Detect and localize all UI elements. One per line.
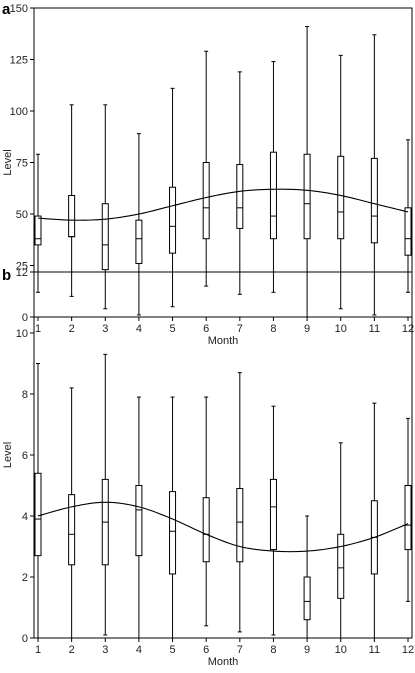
box-iqr: [135, 485, 143, 557]
box-iqr: [34, 472, 42, 557]
x-tick-label: 1: [35, 644, 41, 656]
y-tick-label: 2: [22, 572, 28, 584]
plot-frame: [33, 271, 413, 639]
y-axis-title: Level: [2, 149, 14, 175]
y-tick-label: 75: [16, 158, 28, 170]
x-tick-label: 8: [270, 644, 276, 656]
x-tick-label: 8: [270, 323, 276, 335]
x-tick-label: 9: [304, 644, 310, 656]
x-tick-label: 12: [402, 644, 414, 656]
x-tick-label: 7: [237, 644, 243, 656]
x-tick-label: 1: [35, 323, 41, 335]
x-axis-title: Month: [208, 335, 239, 347]
x-tick-label: 3: [102, 323, 108, 335]
x-tick-label: 11: [369, 323, 380, 335]
x-tick-label: 10: [335, 323, 347, 335]
y-tick-label: 6: [22, 450, 28, 462]
y-tick-label: 10: [16, 328, 28, 340]
box-iqr: [337, 155, 345, 240]
x-tick-label: 10: [335, 644, 347, 656]
plot-frame: [33, 7, 413, 318]
x-tick-label: 7: [237, 323, 243, 335]
x-tick-label: 5: [169, 323, 175, 335]
y-tick-label: 8: [22, 389, 28, 401]
x-tick-label: 5: [169, 644, 175, 656]
x-tick-label: 2: [69, 323, 75, 335]
box-iqr: [202, 162, 210, 240]
x-tick-label: 4: [136, 323, 142, 335]
y-tick-label: 125: [10, 55, 28, 67]
box-iqr: [370, 157, 378, 244]
y-tick-label: 50: [16, 209, 28, 221]
box-iqr: [135, 219, 143, 264]
box-iqr: [236, 488, 244, 563]
box-iqr: [101, 203, 109, 271]
box-iqr: [68, 494, 76, 566]
y-tick-label: 25: [16, 261, 28, 273]
y-axis-title: Level: [2, 442, 14, 468]
y-tick-label: 12: [16, 267, 28, 279]
y-tick-label: 0: [22, 312, 28, 324]
x-tick-label: 9: [304, 323, 310, 335]
box-iqr: [404, 485, 412, 551]
x-tick-label: 12: [402, 323, 414, 335]
y-tick-label: 4: [22, 511, 28, 523]
x-tick-label: 2: [69, 644, 75, 656]
y-tick-label: 0: [22, 633, 28, 645]
fit-curve: [37, 188, 409, 221]
box-iqr: [303, 576, 311, 621]
x-tick-label: 6: [203, 323, 209, 335]
box-iqr: [236, 164, 244, 229]
box-iqr: [303, 153, 311, 240]
x-tick-label: 3: [102, 644, 108, 656]
box-iqr: [68, 194, 76, 238]
x-tick-label: 4: [136, 644, 142, 656]
box-iqr: [202, 497, 210, 563]
box-iqr: [169, 186, 177, 254]
y-tick-label: 100: [10, 106, 28, 118]
box-iqr: [269, 478, 277, 551]
box-iqr: [404, 207, 412, 256]
x-axis-title: Month: [208, 656, 239, 668]
box-iqr: [34, 215, 42, 246]
box-iqr: [269, 151, 277, 240]
panel-letter: a: [2, 1, 11, 18]
y-tick-label: 150: [10, 3, 28, 15]
box-iqr: [337, 533, 345, 599]
box-iqr: [169, 491, 177, 575]
fit-curve: [37, 501, 409, 553]
x-tick-label: 11: [369, 644, 380, 656]
panel-letter: b: [2, 267, 11, 284]
x-tick-label: 6: [203, 644, 209, 656]
